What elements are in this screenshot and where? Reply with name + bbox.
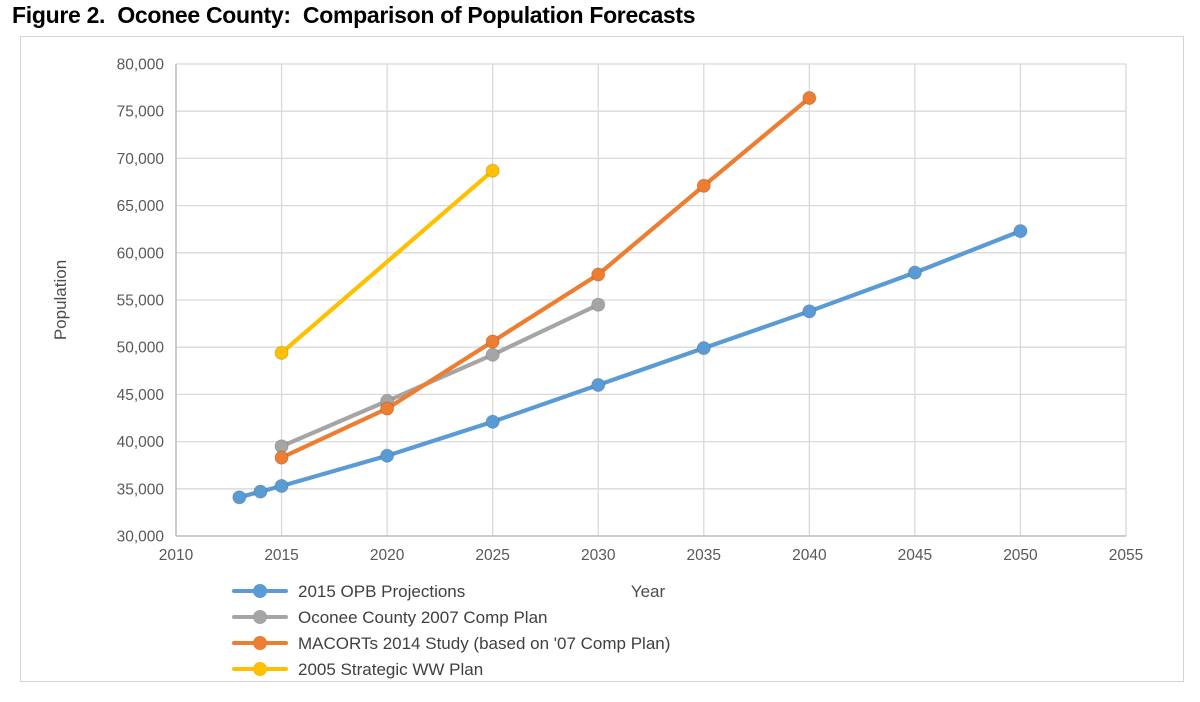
y-tick-label: 30,000 bbox=[117, 529, 165, 546]
data-point-2015-opb-projections-2020 bbox=[380, 448, 395, 463]
legend-item-oconee-county-2007-comp-plan: Oconee County 2007 Comp Plan bbox=[232, 608, 548, 627]
data-point-macorts-2014-study-2015 bbox=[274, 450, 289, 465]
y-tick-label: 80,000 bbox=[117, 57, 165, 74]
data-point-2015-opb-projections-2015 bbox=[274, 478, 289, 494]
data-point-macorts-2014-study-2030 bbox=[591, 267, 606, 282]
legend-label-oconee-county-2007-comp-plan: Oconee County 2007 Comp Plan bbox=[298, 608, 548, 627]
y-tick-label: 75,000 bbox=[117, 104, 165, 121]
x-tick-label: 2030 bbox=[581, 547, 616, 564]
legend-marker-dot-oconee-county-2007-comp-plan bbox=[253, 610, 267, 624]
x-tick-label: 2045 bbox=[898, 547, 932, 564]
series-line-2015-opb-projections bbox=[237, 228, 1023, 500]
population-forecast-line-chart: 30,000 35,000 40,000 45,000 50,000 55,000 60,0… bbox=[51, 57, 1143, 680]
y-tick-label: 70,000 bbox=[117, 151, 165, 168]
x-tick-label: 2050 bbox=[1003, 547, 1038, 564]
x-tick-label: 2015 bbox=[264, 547, 298, 564]
x-tick-label: 2010 bbox=[159, 547, 194, 564]
x-tick-label: 2055 bbox=[1109, 547, 1143, 564]
data-point-oconee-county-2007-comp-plan-2030 bbox=[591, 297, 606, 312]
legend-label-macorts-2014-study: MACORTs 2014 Study (based on '07 Comp Pl… bbox=[298, 634, 670, 653]
data-point-2015-opb-projections-2035 bbox=[696, 341, 711, 356]
data-point-2015-opb-projections-2030 bbox=[591, 377, 606, 393]
data-point-macorts-2014-study-2020 bbox=[380, 401, 395, 416]
series-line-2005-strategic-ww-plan bbox=[279, 168, 495, 355]
y-tick-label: 45,000 bbox=[117, 387, 165, 404]
data-point-2015-opb-projections-2050 bbox=[1013, 223, 1028, 239]
y-tick-label: 65,000 bbox=[117, 198, 165, 215]
y-tick-label: 35,000 bbox=[117, 481, 165, 498]
data-point-2005-strategic-ww-plan-2015 bbox=[274, 345, 289, 360]
x-tick-label: 2035 bbox=[687, 547, 721, 564]
legend-label-2015-opb-projections: 2015 OPB Projections bbox=[298, 582, 465, 601]
y-tick-label: 55,000 bbox=[117, 293, 165, 310]
data-point-macorts-2014-study-2035 bbox=[696, 178, 711, 193]
legend-item-2005-strategic-ww-plan: 2005 Strategic WW Plan bbox=[232, 660, 483, 679]
y-tick-label: 40,000 bbox=[117, 434, 165, 451]
data-point-2015-opb-projections-2040 bbox=[802, 304, 817, 319]
legend-marker-dot-macorts-2014-study bbox=[253, 636, 267, 650]
x-axis-title: Year bbox=[631, 582, 666, 601]
x-tick-label: 2040 bbox=[792, 547, 827, 564]
legend-marker-dot-2005-strategic-ww-plan bbox=[253, 662, 267, 676]
data-point-2015-opb-projections-2045 bbox=[907, 265, 922, 280]
x-tick-label: 2025 bbox=[475, 547, 509, 564]
figure-title: Figure 2. Oconee County: Comparison of P… bbox=[12, 2, 696, 28]
data-point-2005-strategic-ww-plan-2025 bbox=[485, 163, 500, 178]
series-line-oconee-county-2007-comp-plan bbox=[279, 302, 601, 449]
legend-label-2005-strategic-ww-plan: 2005 Strategic WW Plan bbox=[298, 660, 483, 679]
data-point-macorts-2014-study-2025 bbox=[485, 334, 500, 349]
legend-item-2015-opb-projections: 2015 OPB Projections bbox=[232, 582, 465, 601]
legend-marker-dot-2015-opb-projections bbox=[253, 584, 267, 598]
data-point-macorts-2014-study-2040 bbox=[802, 90, 817, 106]
data-point-oconee-county-2007-comp-plan-2025 bbox=[485, 347, 500, 362]
y-axis-title: Population bbox=[51, 260, 70, 340]
data-point-2015-opb-projections-2013 bbox=[232, 490, 247, 505]
data-point-2015-opb-projections-2014 bbox=[253, 484, 268, 499]
y-tick-label: 50,000 bbox=[117, 340, 165, 357]
y-tick-label: 60,000 bbox=[117, 245, 165, 262]
chart-figure-box: 30,000 35,000 40,000 45,000 50,000 55,000 60,0… bbox=[20, 36, 1184, 682]
x-tick-label: 2020 bbox=[370, 547, 405, 564]
legend-item-macorts-2014-study: MACORTs 2014 Study (based on '07 Comp Pl… bbox=[232, 634, 670, 653]
series-line-macorts-2014-study bbox=[279, 95, 812, 460]
data-point-2015-opb-projections-2025 bbox=[485, 414, 500, 429]
